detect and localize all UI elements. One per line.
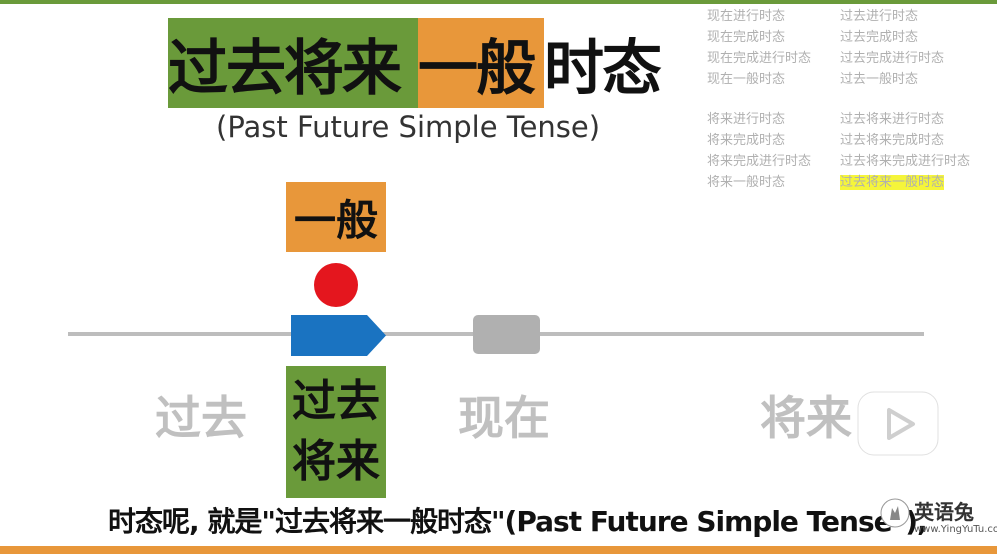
rabbit-logo-icon [880, 498, 910, 528]
tense-list-top-right: 过去进行时态 过去完成时态 过去完成进行时态 过去一般时态 [840, 6, 944, 90]
timeline-future-label: 将来 [760, 391, 852, 445]
tense-list-bottom-right: 过去将来进行时态 过去将来完成时态 过去将来完成进行时态 过去将来一般时态 [840, 109, 970, 193]
list-item: 过去进行时态 [840, 9, 919, 24]
past-future-arrow-marker [291, 315, 386, 356]
tense-label-line2: 将来 [292, 436, 380, 487]
list-item: 将来一般时态 [707, 175, 786, 190]
bottom-accent-bar [0, 546, 997, 554]
list-item: 过去将来进行时态 [840, 112, 945, 127]
title-orange-segment: 一般 [418, 18, 544, 108]
event-dot [314, 263, 358, 307]
play-icon[interactable] [855, 376, 941, 458]
list-item: 现在完成进行时态 [707, 51, 812, 66]
aspect-label: 一般 [286, 182, 386, 252]
title-green-segment: 过去将来 [168, 18, 418, 108]
title-plain-segment: 时态 [544, 33, 662, 104]
tense-label: 过去 将来 [286, 366, 386, 498]
list-item: 过去将来完成时态 [840, 133, 945, 148]
list-item-highlighted: 过去将来一般时态 [840, 172, 970, 193]
page-title: 过去将来 一般 时态 [168, 18, 674, 108]
list-item: 过去完成时态 [840, 30, 919, 45]
tense-list-top-left: 现在进行时态 现在完成时态 现在完成进行时态 现在一般时态 [707, 6, 811, 90]
list-item: 过去完成进行时态 [840, 51, 945, 66]
top-accent-bar [0, 0, 997, 4]
list-item: 现在完成时态 [707, 30, 786, 45]
list-item: 过去一般时态 [840, 72, 919, 87]
list-item: 将来进行时态 [707, 112, 786, 127]
highlighted-tense: 过去将来一般时态 [840, 175, 945, 190]
page-subtitle: (Past Future Simple Tense) [216, 110, 601, 144]
present-marker [473, 315, 540, 354]
list-item: 将来完成进行时态 [707, 154, 812, 169]
list-item: 现在一般时态 [707, 72, 786, 87]
list-item: 现在进行时态 [707, 9, 786, 24]
timeline-present-label: 现在 [458, 391, 550, 445]
tense-label-line1: 过去 [292, 376, 380, 427]
timeline-past-label: 过去 [155, 391, 247, 445]
brand-url: www.YingYuTu.com [914, 524, 997, 535]
video-caption: 时态呢, 就是"过去将来一般时态"(Past Future Simple Ten… [108, 505, 928, 538]
tense-list-bottom-left: 将来进行时态 将来完成时态 将来完成进行时态 将来一般时态 [707, 109, 811, 193]
list-item: 过去将来完成进行时态 [840, 154, 971, 169]
brand-name: 英语兔 [914, 500, 974, 524]
list-item: 将来完成时态 [707, 133, 786, 148]
